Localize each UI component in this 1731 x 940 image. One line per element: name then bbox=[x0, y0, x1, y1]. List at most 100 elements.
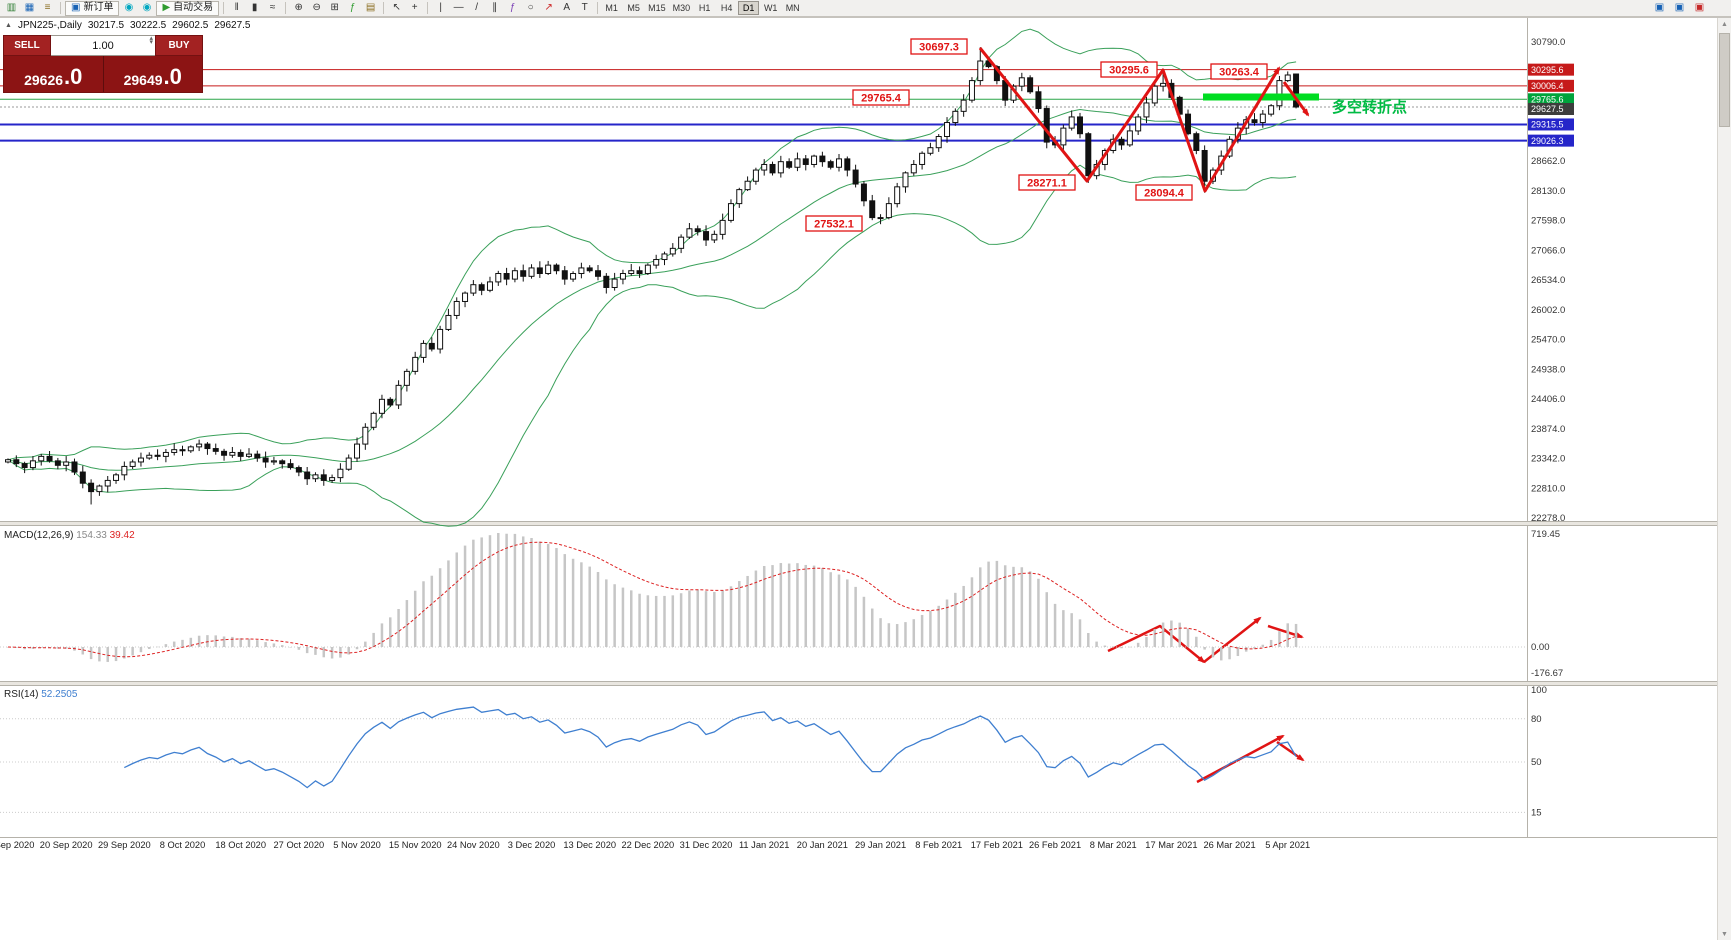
svg-text:20 Jan 2021: 20 Jan 2021 bbox=[797, 840, 848, 850]
buy-price-frac: .0 bbox=[163, 64, 182, 90]
zoom-in-icon[interactable]: ⊕ bbox=[290, 1, 307, 16]
profiles-icon[interactable]: ▦ bbox=[21, 1, 38, 16]
turning-point-label: 多空转折点 bbox=[1332, 98, 1407, 116]
scroll-up-icon[interactable]: ▲ bbox=[1721, 20, 1728, 28]
mql-community-icon: ◉ bbox=[124, 2, 134, 13]
line-chart-icon: ≈ bbox=[269, 2, 276, 13]
bar-chart-icon[interactable]: ‖ bbox=[228, 1, 245, 16]
data-window-icon[interactable]: ▣ bbox=[1671, 1, 1688, 16]
toolbar-separator bbox=[597, 2, 599, 14]
svg-text:29627.5: 29627.5 bbox=[1531, 104, 1564, 114]
economic-calendar-icon: ◉ bbox=[142, 2, 152, 13]
cursor-icon[interactable]: ↖ bbox=[388, 1, 405, 16]
alert-icon: ▣ bbox=[1694, 2, 1705, 13]
templates-icon[interactable]: ▤ bbox=[362, 1, 379, 16]
line-chart-icon[interactable]: ≈ bbox=[264, 1, 281, 16]
crosshair-icon: + bbox=[411, 2, 418, 13]
timeframe-mn-button[interactable]: MN bbox=[782, 1, 803, 15]
horizontal-line-icon[interactable]: — bbox=[450, 1, 467, 16]
toolbar-separator bbox=[383, 2, 385, 14]
new-chart-icon[interactable]: ▥ bbox=[3, 1, 20, 16]
volume-stepper[interactable]: ▴ ▾ bbox=[149, 35, 153, 47]
horizontal-line-icon: — bbox=[453, 2, 464, 13]
alert-icon[interactable]: ▣ bbox=[1691, 1, 1708, 16]
svg-text:26002.0: 26002.0 bbox=[1531, 305, 1565, 316]
profiles-icon: ▦ bbox=[24, 2, 35, 13]
shapes-icon: ○ bbox=[527, 2, 534, 13]
volume-value[interactable]: 1.00 bbox=[92, 39, 114, 52]
svg-text:27066.0: 27066.0 bbox=[1531, 245, 1565, 256]
sell-button[interactable]: SELL bbox=[3, 35, 51, 56]
svg-text:-176.67: -176.67 bbox=[1531, 668, 1563, 679]
sell-price-frac: .0 bbox=[64, 64, 83, 90]
svg-text:8 Oct 2020: 8 Oct 2020 bbox=[160, 840, 205, 850]
channel-icon[interactable]: ∥ bbox=[486, 1, 503, 16]
trade-panel-prices: 29626 .0 29649 .0 bbox=[3, 56, 203, 93]
svg-text:18 Oct 2020: 18 Oct 2020 bbox=[215, 840, 266, 850]
fibonacci-icon[interactable]: ƒ bbox=[504, 1, 521, 16]
new-order-button[interactable]: ▣ 新订单 bbox=[65, 0, 120, 16]
one-click-trading-panel: SELL 1.00 ▴ ▾ BUY 29626 .0 29649 .0 bbox=[3, 35, 203, 93]
ohlc-low: 29602.5 bbox=[172, 20, 209, 31]
timeframe-m5-button[interactable]: M5 bbox=[623, 1, 644, 15]
timeframe-h1-button[interactable]: H1 bbox=[694, 1, 715, 15]
svg-text:22810.0: 22810.0 bbox=[1531, 483, 1565, 494]
new-chart-icon: ▥ bbox=[6, 2, 17, 13]
trendline-icon[interactable]: / bbox=[468, 1, 485, 16]
cursor-icon: ↖ bbox=[392, 2, 401, 13]
volume-up-icon[interactable]: ▴ bbox=[149, 35, 153, 42]
timeframe-d1-button[interactable]: D1 bbox=[738, 1, 760, 15]
buy-price[interactable]: 29649 .0 bbox=[102, 56, 203, 92]
svg-text:0.00: 0.00 bbox=[1531, 642, 1550, 653]
svg-text:30006.4: 30006.4 bbox=[1531, 81, 1564, 91]
toolbar-separator bbox=[427, 2, 429, 14]
tile-windows-icon[interactable]: ⊞ bbox=[326, 1, 343, 16]
shapes-icon[interactable]: ○ bbox=[522, 1, 539, 16]
text-icon[interactable]: A bbox=[558, 1, 575, 16]
mql-community-icon[interactable]: ◉ bbox=[120, 1, 137, 16]
vertical-line-icon[interactable]: | bbox=[432, 1, 449, 16]
economic-calendar-icon[interactable]: ◉ bbox=[138, 1, 155, 16]
svg-text:30697.3: 30697.3 bbox=[919, 42, 959, 54]
crosshair-icon[interactable]: + bbox=[406, 1, 423, 16]
text-label-icon: T bbox=[581, 2, 588, 13]
arrows-icon[interactable]: ↗ bbox=[540, 1, 557, 16]
timeframe-h4-button[interactable]: H4 bbox=[716, 1, 737, 15]
volume-down-icon[interactable]: ▾ bbox=[149, 39, 153, 47]
channel-icon: ∥ bbox=[492, 2, 498, 13]
timeframe-toolbar: M1 M5 M15 M30 H1 H4 D1 W1 MN bbox=[601, 1, 803, 15]
svg-text:8 Mar 2021: 8 Mar 2021 bbox=[1090, 840, 1137, 850]
chart-window-icon[interactable]: ▣ bbox=[1651, 1, 1668, 16]
scroll-down-icon[interactable]: ▼ bbox=[1721, 930, 1728, 938]
buy-button[interactable]: BUY bbox=[155, 35, 203, 56]
svg-text:17 Feb 2021: 17 Feb 2021 bbox=[971, 840, 1023, 850]
autotrading-button[interactable]: ▶ 自动交易 bbox=[156, 0, 220, 16]
volume-field[interactable]: 1.00 ▴ ▾ bbox=[51, 35, 155, 56]
indicators-icon[interactable]: ƒ bbox=[344, 1, 361, 16]
svg-text:29 Jan 2021: 29 Jan 2021 bbox=[855, 840, 906, 850]
timeframe-m15-button[interactable]: M15 bbox=[645, 1, 669, 15]
timeframe-w1-button[interactable]: W1 bbox=[760, 1, 781, 15]
collapse-icon[interactable]: ▲ bbox=[5, 22, 12, 29]
market-watch-icon[interactable]: ≡ bbox=[39, 1, 56, 16]
bar-chart-icon: ‖ bbox=[234, 2, 239, 13]
svg-text:30295.6: 30295.6 bbox=[1531, 65, 1564, 75]
vertical-scrollbar[interactable]: ▲ ▼ bbox=[1717, 18, 1731, 940]
zoom-out-icon[interactable]: ⊖ bbox=[308, 1, 325, 16]
svg-text:28662.0: 28662.0 bbox=[1531, 156, 1565, 167]
svg-text:24938.0: 24938.0 bbox=[1531, 364, 1565, 375]
timeframe-m1-button[interactable]: M1 bbox=[601, 1, 622, 15]
svg-text:11 Jan 2021: 11 Jan 2021 bbox=[739, 840, 790, 850]
candlestick-chart-icon[interactable]: ▮ bbox=[246, 1, 263, 16]
timeframe-m30-button[interactable]: M30 bbox=[670, 1, 694, 15]
svg-text:15 Nov 2020: 15 Nov 2020 bbox=[389, 840, 442, 850]
buy-price-main: 29649 bbox=[123, 72, 163, 88]
svg-text:28094.4: 28094.4 bbox=[1144, 188, 1185, 200]
sell-price[interactable]: 29626 .0 bbox=[4, 56, 103, 92]
svg-text:29026.3: 29026.3 bbox=[1531, 136, 1564, 146]
text-label-icon[interactable]: T bbox=[576, 1, 593, 16]
scrollbar-thumb[interactable] bbox=[1719, 33, 1730, 127]
svg-text:30790.0: 30790.0 bbox=[1531, 37, 1565, 48]
